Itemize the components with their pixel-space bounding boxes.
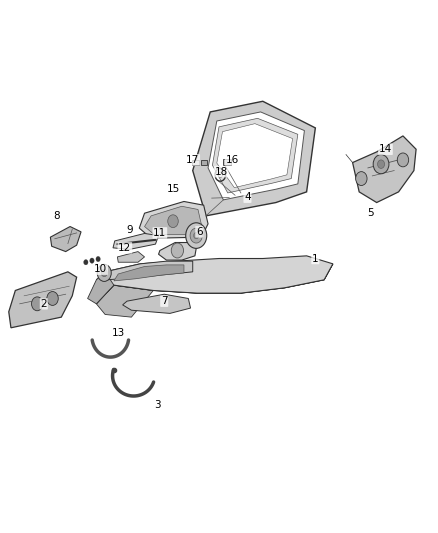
Polygon shape (201, 160, 207, 165)
Circle shape (186, 223, 207, 248)
Text: 8: 8 (53, 211, 60, 221)
Polygon shape (9, 272, 77, 328)
Text: 7: 7 (161, 296, 168, 306)
Circle shape (190, 228, 202, 243)
Circle shape (397, 153, 409, 167)
Circle shape (96, 256, 100, 262)
Text: 3: 3 (154, 400, 161, 410)
Polygon shape (114, 265, 184, 281)
Circle shape (47, 292, 58, 305)
Polygon shape (353, 136, 416, 203)
Circle shape (356, 172, 367, 185)
Polygon shape (96, 256, 333, 293)
Text: 5: 5 (367, 208, 374, 218)
Circle shape (194, 232, 199, 239)
Polygon shape (208, 112, 304, 200)
Polygon shape (145, 206, 201, 235)
Text: 17: 17 (186, 155, 199, 165)
Polygon shape (217, 124, 293, 188)
Circle shape (168, 215, 178, 228)
Polygon shape (123, 294, 191, 313)
Polygon shape (105, 261, 193, 280)
Polygon shape (96, 264, 333, 304)
Text: 12: 12 (118, 243, 131, 253)
Circle shape (373, 155, 389, 174)
Text: 10: 10 (94, 264, 107, 274)
Polygon shape (117, 252, 145, 262)
Text: 18: 18 (215, 167, 228, 176)
Text: 13: 13 (112, 328, 125, 338)
Circle shape (90, 258, 94, 263)
Text: 14: 14 (379, 144, 392, 154)
Polygon shape (159, 243, 196, 260)
Polygon shape (223, 159, 231, 165)
Circle shape (101, 269, 107, 277)
Circle shape (171, 243, 184, 258)
Polygon shape (88, 272, 114, 304)
Polygon shape (324, 264, 333, 280)
Text: 11: 11 (153, 228, 166, 238)
Text: 1: 1 (312, 254, 319, 263)
Circle shape (378, 160, 385, 168)
Circle shape (32, 297, 43, 311)
Circle shape (97, 264, 111, 281)
Polygon shape (192, 160, 199, 165)
Polygon shape (212, 118, 298, 193)
Polygon shape (50, 227, 81, 252)
Polygon shape (193, 101, 315, 216)
Text: 6: 6 (196, 227, 203, 237)
Text: 9: 9 (126, 225, 133, 235)
Polygon shape (139, 201, 208, 238)
Polygon shape (96, 285, 153, 317)
Text: 16: 16 (226, 155, 239, 165)
Text: 15: 15 (166, 184, 180, 194)
Polygon shape (113, 233, 159, 249)
Circle shape (84, 260, 88, 265)
Text: 4: 4 (244, 192, 251, 202)
Text: 2: 2 (40, 299, 47, 309)
